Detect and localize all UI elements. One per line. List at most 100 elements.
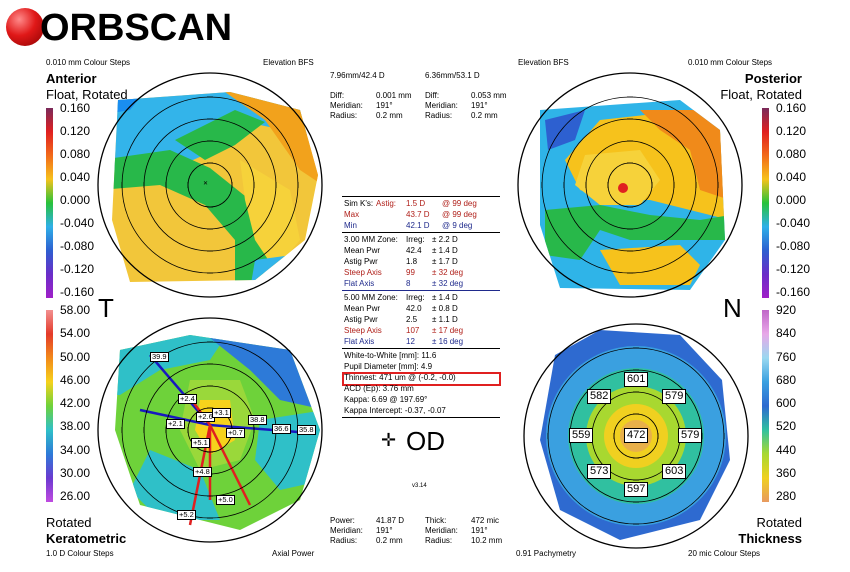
thickness-value-ul: 582 (587, 389, 612, 404)
steep-label: Steep Axis (344, 326, 382, 335)
thickness-rotated: Rotated (756, 515, 802, 530)
thickness-value-center: 472 (624, 428, 649, 443)
anterior-map[interactable] (100, 85, 330, 290)
elevation-left-scale-label: 0.080 (60, 147, 91, 161)
nasal-label: N (723, 293, 742, 323)
thick-value: 472 mic (471, 516, 500, 525)
max-label: Max (344, 210, 360, 219)
elevation-right-scale-label: 0.080 (776, 147, 807, 161)
min-label: Min (344, 221, 357, 230)
zone5-irreg: ± 1.4 D (432, 293, 458, 302)
simk-max: 43.7 D (406, 210, 430, 219)
posterior-radius: 0.2 mm (471, 111, 498, 120)
elevation-right-scale-label: -0.040 (776, 216, 811, 230)
kerato-map-value: +2.1 (166, 419, 185, 429)
zone3-steep: 99 (406, 268, 415, 277)
kerato-map-value: 35.8 (297, 425, 316, 435)
elevation-left-color-bar (46, 108, 53, 298)
zone5-flat: 12 (406, 337, 415, 346)
flat-label: Flat Axis (344, 337, 375, 346)
pachy-color-bar (762, 310, 769, 502)
simk-astig: 1.5 D (406, 199, 426, 208)
zone3-flat-sd: ± 32 deg (432, 279, 464, 288)
keratometric-map[interactable] (110, 330, 325, 540)
elevation-right-scale-label: 0.000 (776, 193, 807, 207)
kerato-scale-label: 34.00 (60, 442, 91, 457)
kerato-map-value: +0.7 (226, 428, 245, 438)
kerato-scale-label: 46.00 (60, 372, 91, 387)
kerato-meridian: 191° (376, 526, 393, 535)
anterior-title: Anterior (46, 71, 97, 86)
kerato-scale-label: 54.00 (60, 326, 91, 341)
kerato-ref: Axial Power (272, 549, 315, 558)
simk-max-axis: @ 99 deg (442, 210, 477, 219)
radius-label: Radius: (425, 111, 453, 120)
thick-block: Thick: 472 mic Meridian: 191° Radius: 10… (425, 516, 515, 552)
pachy-scale-label: 280 (776, 489, 797, 503)
kerato-map-value: +2.4 (178, 394, 197, 404)
zone3-astig: 1.8 (406, 257, 418, 266)
acd: ACD (Ep): 3.76 mm (344, 384, 414, 393)
radius-label: Radius: (330, 536, 358, 545)
steep-label: Steep Axis (344, 268, 382, 277)
kerato-rotated: Rotated (46, 515, 92, 530)
thickness-ref: 0.91 Pachymetry (516, 549, 577, 558)
elevation-right-scale-label: 0.040 (776, 170, 807, 184)
thickness-value-ur: 579 (662, 389, 687, 404)
thickness-outer-ring (523, 323, 749, 549)
kerato-power-block: Power: 41.87 D Meridian: 191° Radius: 0.… (330, 516, 420, 552)
kerato-scale-label: 26.00 (60, 489, 91, 503)
power-label: Power: (330, 516, 355, 525)
elevation-left-scale-label: -0.080 (60, 239, 95, 253)
elevation-left-scale-label: -0.120 (60, 262, 95, 276)
zone3-irreg: ± 2.2 D (432, 235, 458, 244)
radius-label: Radius: (330, 111, 358, 120)
kerato-map-value: +5.1 (191, 438, 210, 448)
anterior-diff-block: Diff: 0.001 mm Meridian: 191° Radius: 0.… (330, 91, 420, 127)
kerato-map-value: 38.8 (248, 415, 267, 425)
kerato-map-value: +5.0 (216, 495, 235, 505)
posterior-map[interactable] (530, 95, 730, 295)
kerato-outer-ring (97, 317, 323, 543)
elevation-right-color-bar (762, 108, 769, 298)
version-label: v3.14 (412, 483, 427, 489)
pachy-scale-label: 840 (776, 326, 797, 341)
kerato-color-bar (46, 310, 53, 502)
logo-text: ORBSCAN (40, 7, 233, 49)
thickness-value-right: 579 (678, 428, 703, 443)
thick-radius: 10.2 mm (471, 536, 503, 545)
elevation-right-scale-label: -0.120 (776, 262, 811, 276)
pupil-diameter: Pupil Diameter [mm]: 4.9 (344, 362, 433, 371)
thickness-value-top: 601 (624, 372, 649, 387)
astigpwr-label: Astig Pwr (344, 257, 378, 266)
diff-label: Diff: (425, 91, 440, 100)
thickness-value-ll: 573 (587, 464, 612, 479)
mean-label: Mean Pwr (344, 246, 381, 255)
mean-label: Mean Pwr (344, 304, 381, 313)
meridian-label: Meridian: (330, 526, 363, 535)
anterior-meridian: 191° (376, 101, 393, 110)
pachy-scale-label: 760 (776, 349, 797, 364)
radius-label: Radius: (425, 536, 453, 545)
kerato-scale-label: 38.00 (60, 419, 91, 434)
pachy-scale-label: 520 (776, 419, 797, 434)
posterior-meridian: 191° (471, 101, 488, 110)
anterior-diff: 0.001 mm (376, 91, 412, 100)
anterior-ref: Elevation BFS (263, 58, 314, 67)
kerato-title: Keratometric (46, 531, 127, 546)
anterior-radius: 0.2 mm (376, 111, 403, 120)
zone5-mean: 42.0 (406, 304, 422, 313)
simk-label: Sim K's: (344, 199, 374, 208)
kerato-power: 41.87 D (376, 516, 405, 525)
logo-ball-icon (6, 8, 44, 46)
thick-meridian: 191° (471, 526, 488, 535)
pachy-scale-label: 920 (776, 303, 797, 317)
pachy-scale-label: 360 (776, 465, 797, 480)
elevation-left-scale-label: 0.120 (60, 124, 91, 138)
kerato-map-value: +3.1 (212, 408, 231, 418)
elevation-right-scale-label: -0.160 (776, 285, 811, 299)
pachy-scale-label: 440 (776, 442, 797, 457)
kerato-map-value: 39.9 (150, 352, 169, 362)
kerato-map-value: +4.8 (193, 467, 212, 477)
thinnest-highlight (342, 372, 501, 386)
